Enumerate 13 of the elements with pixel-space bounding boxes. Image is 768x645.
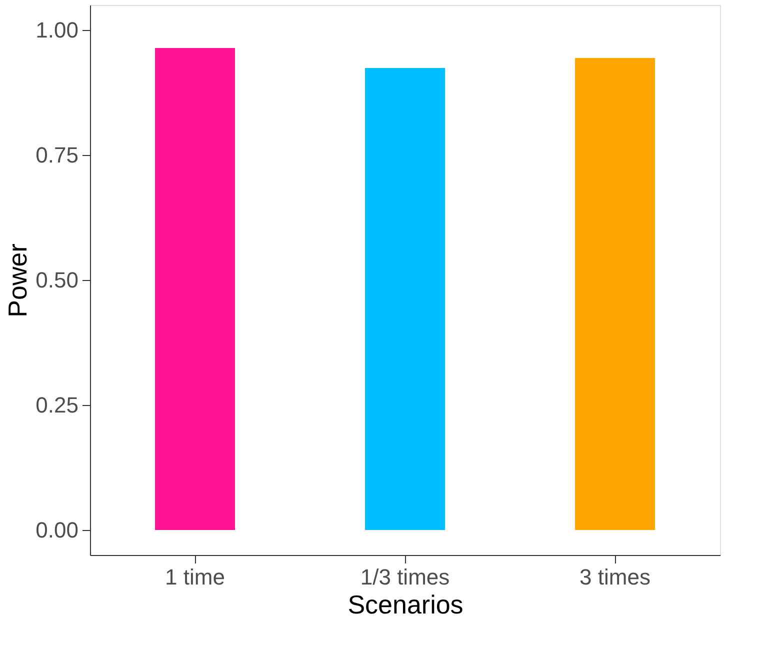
x-tick-label: 1/3 times xyxy=(360,564,450,590)
x-tick-label: 1 time xyxy=(165,564,225,590)
y-tick-label: 0.50 xyxy=(36,268,78,292)
x-tick-label: 3 times xyxy=(580,564,650,590)
y-tick-label: 0.75 xyxy=(36,142,78,168)
y-tick-label: 1.00 xyxy=(36,18,78,42)
bar xyxy=(575,58,655,530)
bar xyxy=(365,68,445,530)
y-axis-title: Power xyxy=(2,243,33,318)
y-tick-label: 0.00 xyxy=(36,518,78,542)
bar xyxy=(155,48,235,530)
x-axis-title: Scenarios xyxy=(348,590,464,620)
y-tick-label: 0.25 xyxy=(36,392,78,418)
